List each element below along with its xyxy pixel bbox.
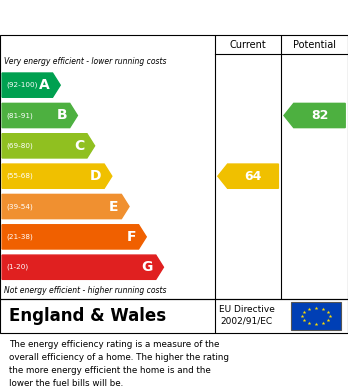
Text: Very energy efficient - lower running costs: Very energy efficient - lower running co… [4, 57, 167, 66]
Bar [291, 302, 341, 330]
Polygon shape [2, 103, 77, 127]
Text: D: D [90, 169, 101, 183]
Text: 64: 64 [244, 170, 262, 183]
Text: G: G [142, 260, 153, 274]
Text: EU Directive
2002/91/EC: EU Directive 2002/91/EC [219, 305, 275, 326]
Text: (69-80): (69-80) [6, 143, 33, 149]
Polygon shape [2, 164, 112, 188]
Text: C: C [74, 139, 84, 153]
Text: A: A [39, 78, 50, 92]
Text: (1-20): (1-20) [6, 264, 29, 271]
Text: (92-100): (92-100) [6, 82, 38, 88]
Text: (39-54): (39-54) [6, 203, 33, 210]
Text: Energy Efficiency Rating: Energy Efficiency Rating [9, 11, 211, 26]
Polygon shape [2, 255, 164, 279]
Text: (81-91): (81-91) [6, 112, 33, 119]
Polygon shape [2, 194, 129, 219]
Text: (55-68): (55-68) [6, 173, 33, 179]
Text: (21-38): (21-38) [6, 233, 33, 240]
Text: Potential: Potential [293, 39, 336, 50]
Polygon shape [218, 164, 278, 188]
Text: E: E [109, 199, 119, 213]
Text: Not energy efficient - higher running costs: Not energy efficient - higher running co… [4, 286, 167, 295]
Text: The energy efficiency rating is a measure of the
overall efficiency of a home. T: The energy efficiency rating is a measur… [9, 340, 229, 387]
Text: England & Wales: England & Wales [9, 307, 166, 325]
Text: F: F [126, 230, 136, 244]
Text: B: B [56, 108, 67, 122]
Polygon shape [2, 134, 95, 158]
Text: Current: Current [230, 39, 267, 50]
Polygon shape [2, 73, 60, 97]
Polygon shape [284, 103, 345, 127]
Polygon shape [2, 225, 146, 249]
Text: 82: 82 [311, 109, 328, 122]
